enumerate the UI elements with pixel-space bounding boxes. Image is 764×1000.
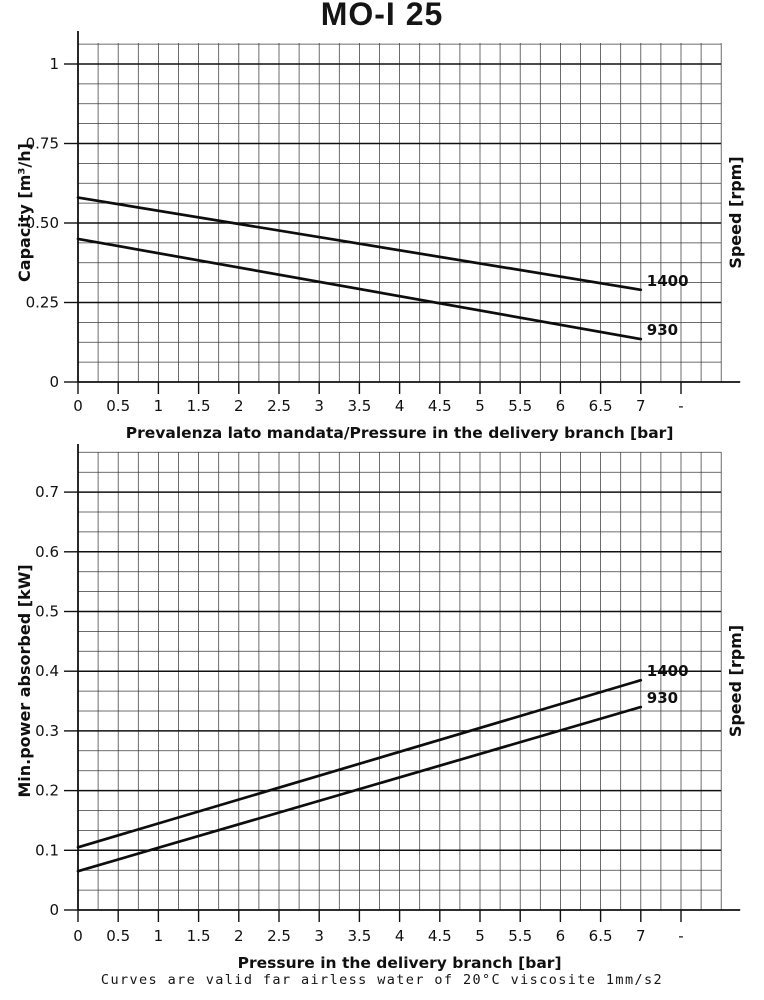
x-tick-label: 5: [475, 927, 485, 945]
y-tick-label: 0: [49, 901, 59, 919]
y-tick-label: 0.4: [35, 662, 59, 680]
y-tick-label: 0.6: [35, 543, 59, 561]
series-label-1400: 1400: [647, 662, 689, 680]
x-tick-label: -: [678, 397, 683, 415]
x-tick-label: 3.5: [347, 927, 371, 945]
x-tick-label: 1.5: [187, 927, 211, 945]
x-axis-title: Prevalenza lato mandata/Pressure in the …: [126, 424, 674, 442]
x-tick-label: 7: [636, 927, 646, 945]
x-tick-label: 6: [556, 397, 566, 415]
y-tick-label: 1: [49, 55, 59, 73]
y-tick-label: 0.25: [26, 294, 59, 312]
y-tick-label: 0.3: [35, 722, 59, 740]
y-axis-title: Min.power absorbed [kW]: [15, 564, 34, 797]
power-vs-pressure-chart: 0 0.5 1 1.5 2 2.5 3 3.5 4 4.5 5 5.5 6 6.5 7 - 0 0.1 0.2 0.3…: [15, 444, 745, 972]
y-tick-label: 0.1: [35, 841, 59, 859]
series-line-1400: [76, 678, 643, 849]
speed-axis-title: Speed [rpm]: [726, 156, 745, 268]
x-axis-title: Pressure in the delivery branch [bar]: [238, 954, 562, 972]
x-tick-label: 0.5: [106, 397, 130, 415]
x-tick-label: 5.5: [508, 397, 532, 415]
x-tick-label: 3.5: [347, 397, 371, 415]
x-tick-label: 5: [475, 397, 485, 415]
x-tick-label: 6: [556, 927, 566, 945]
capacity-vs-pressure-chart: 0 0.5 1 1.5 2 2.5 3 3.5 4 4.5 5 5.5 6 6.5 7 - 0 0.25 0.50 0…: [15, 31, 745, 442]
y-tick-label: 0.2: [35, 782, 59, 800]
x-tick-label: 4: [395, 397, 405, 415]
x-tick-label: 2.5: [267, 397, 291, 415]
y-tick-label: 0.75: [26, 135, 59, 153]
x-tick-label: 3: [314, 927, 324, 945]
y-tick-label: 0.50: [26, 214, 59, 232]
page-title: MO-I 25: [320, 0, 444, 32]
x-tick-label: 1: [154, 927, 164, 945]
series-line-930: [76, 705, 643, 873]
series-line-930: [76, 237, 643, 341]
y-axis-title: Capacity [m³/h]: [15, 143, 34, 282]
x-tick-label: 0.5: [106, 927, 130, 945]
x-tick-label: 1.5: [187, 397, 211, 415]
y-tick-label: 0: [49, 373, 59, 391]
x-tick-label: 0: [73, 927, 83, 945]
x-tick-label: 4: [395, 927, 405, 945]
x-tick-label: 2: [234, 927, 244, 945]
x-tick-label: 5.5: [508, 927, 532, 945]
x-tick-label: 2: [234, 397, 244, 415]
x-tick-label: 0: [73, 397, 83, 415]
x-tick-label: -: [678, 927, 683, 945]
y-tick-label: 0.7: [35, 483, 59, 501]
series-label-1400: 1400: [647, 272, 689, 290]
y-tick-label: 0.5: [35, 603, 59, 621]
x-tick-label: 6.5: [589, 397, 613, 415]
footer-note: Curves are valid far airless water of 20…: [100, 972, 664, 988]
x-tick-label: 7: [636, 397, 646, 415]
x-tick-label: 4.5: [428, 927, 452, 945]
x-tick-label: 1: [154, 397, 164, 415]
x-tick-label: 3: [314, 397, 324, 415]
series-label-930: 930: [647, 321, 678, 339]
series-label-930: 930: [647, 689, 678, 707]
x-tick-label: 6.5: [589, 927, 613, 945]
x-tick-label: 2.5: [267, 927, 291, 945]
speed-axis-title: Speed [rpm]: [726, 625, 745, 737]
series-line-1400: [76, 196, 643, 292]
x-tick-label: 4.5: [428, 397, 452, 415]
